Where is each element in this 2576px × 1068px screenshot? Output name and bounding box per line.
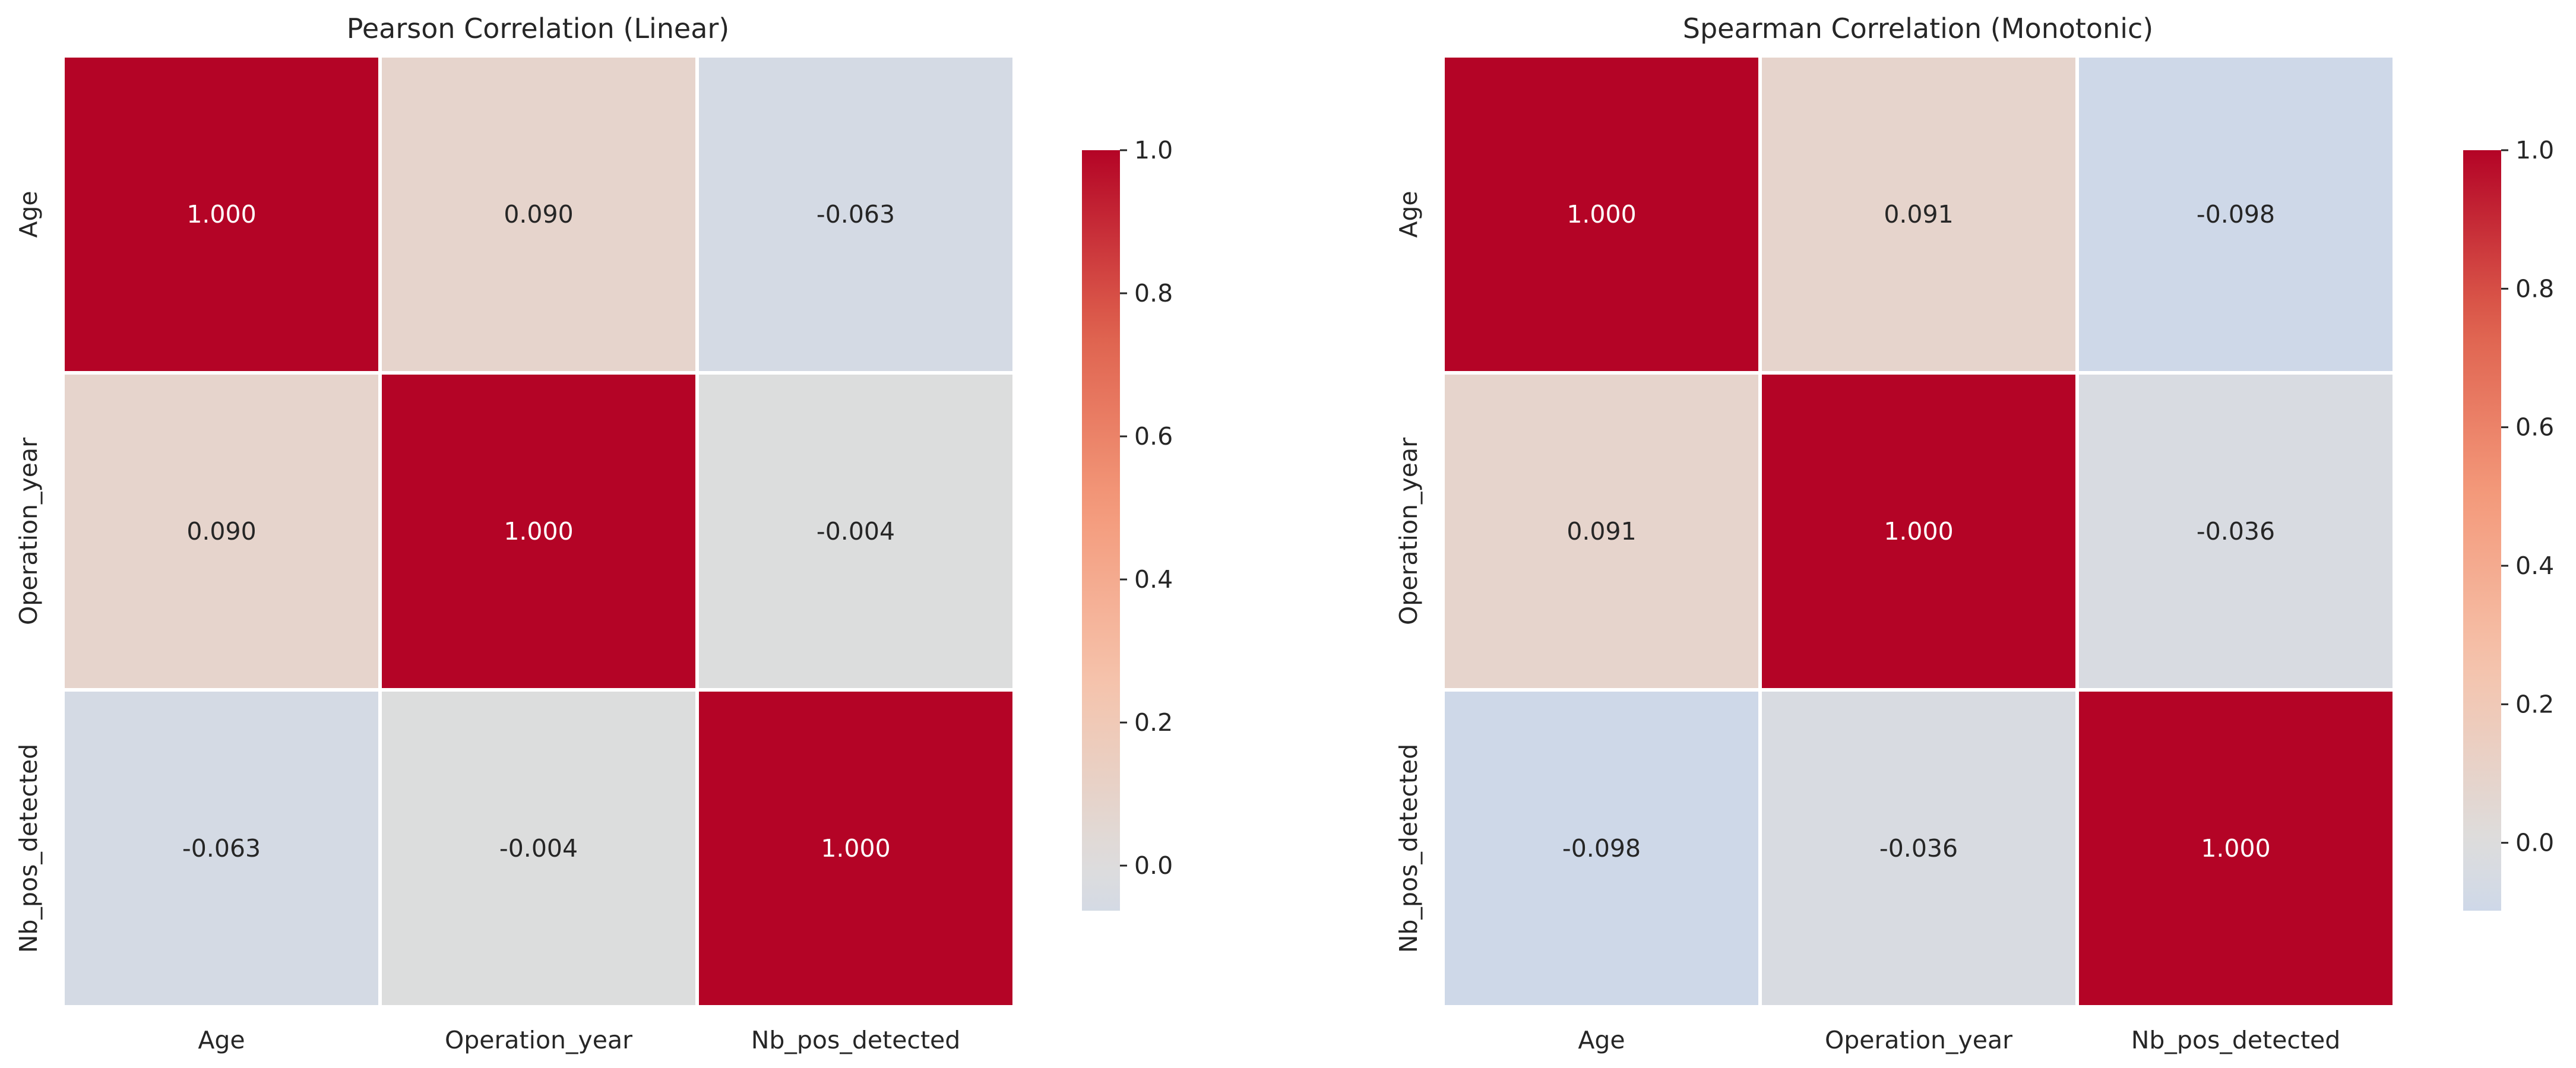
pearson-colorbar: 0.0 0.2 0.4 0.6 0.8 1.0 <box>1082 136 1173 911</box>
spearman-colorbar-gradient <box>2463 150 2501 911</box>
pearson-colorbar-tick-label: 0.2 <box>1134 708 1173 737</box>
spearman-x-tick-labels: Age Operation_year Nb_pos_detected <box>1578 1026 2340 1054</box>
pearson-colorbar-tick-label: 1.0 <box>1134 136 1173 164</box>
spearman-cell-r2-c2 <box>2075 688 2396 1009</box>
pearson-cell-r1-c1 <box>378 371 699 692</box>
spearman-cell-label-r2-c0: -0.098 <box>1562 834 1641 863</box>
spearman-y-tick-label: Nb_pos_detected <box>1394 744 1423 953</box>
pearson-cell-label-r0-c1: 0.090 <box>504 200 573 229</box>
spearman-colorbar: 0.0 0.2 0.4 0.6 0.8 1.0 <box>2463 136 2554 911</box>
spearman-y-tick-label: Operation_year <box>1394 438 1423 625</box>
spearman-colorbar-tick-label: 1.0 <box>2515 136 2554 164</box>
spearman-cell-r2-c1 <box>1758 688 2079 1009</box>
pearson-cell-label-r2-c0: -0.063 <box>182 834 261 863</box>
pearson-y-tick-label: Age <box>14 191 43 237</box>
spearman-colorbar-tick-label: 0.4 <box>2515 552 2554 580</box>
pearson-cells: 1.000 0.090 -0.063 0.090 1.000 -0.004 -0.063 -0… <box>61 54 1016 1009</box>
pearson-cell-r2-c0 <box>61 688 382 1009</box>
spearman-cell-label-r0-c0: 1.000 <box>1567 200 1636 229</box>
pearson-x-tick-labels: Age Operation_year Nb_pos_detected <box>198 1026 960 1054</box>
pearson-colorbar-gradient <box>1082 150 1120 911</box>
pearson-cell-label-r2-c1: -0.004 <box>499 834 578 863</box>
spearman-colorbar-tick-label: 0.0 <box>2515 829 2554 857</box>
spearman-cell-r1-c1 <box>1758 371 2079 692</box>
spearman-cell-label-r2-c1: -0.036 <box>1879 834 1958 863</box>
pearson-cell-label-r1-c0: 0.090 <box>186 517 256 546</box>
pearson-cell-label-r0-c2: -0.063 <box>817 200 895 229</box>
pearson-cell-label-r1-c2: -0.004 <box>817 517 895 546</box>
spearman-colorbar-tick-label: 0.6 <box>2515 413 2554 442</box>
pearson-y-tick-label: Operation_year <box>14 438 43 625</box>
spearman-colorbar-tick-label: 0.8 <box>2515 274 2554 303</box>
spearman-cell-label-r1-c2: -0.036 <box>2197 517 2275 546</box>
pearson-colorbar-tick-label: 0.6 <box>1134 422 1173 451</box>
pearson-cell-r1-c0 <box>61 371 382 692</box>
pearson-y-tick-label: Nb_pos_detected <box>14 744 43 953</box>
spearman-y-tick-label: Age <box>1394 191 1423 237</box>
spearman-title: Spearman Correlation (Monotonic) <box>1683 12 2153 45</box>
pearson-x-tick-label: Operation_year <box>445 1026 632 1054</box>
pearson-cell-r2-c1 <box>378 688 699 1009</box>
spearman-cell-r1-c2 <box>2075 371 2396 692</box>
spearman-cell-label-r0-c1: 0.091 <box>1884 200 1953 229</box>
pearson-cell-r0-c0 <box>61 54 382 375</box>
pearson-cell-r0-c1 <box>378 54 699 375</box>
spearman-x-tick-label: Age <box>1578 1026 1625 1054</box>
pearson-cell-r0-c2 <box>695 54 1016 375</box>
spearman-cell-r1-c0 <box>1441 371 1762 692</box>
pearson-title: Pearson Correlation (Linear) <box>347 12 730 45</box>
spearman-colorbar-tick-label: 0.2 <box>2515 690 2554 718</box>
spearman-cell-r0-c2 <box>2075 54 2396 375</box>
pearson-cell-r1-c2 <box>695 371 1016 692</box>
pearson-cell-label-r1-c1: 1.000 <box>504 517 573 546</box>
spearman-cell-label-r1-c0: 0.091 <box>1567 517 1636 546</box>
spearman-cell-label-r1-c1: 1.000 <box>1884 517 1953 546</box>
spearman-x-tick-label: Operation_year <box>1825 1026 2012 1054</box>
pearson-colorbar-tick-label: 0.8 <box>1134 279 1173 308</box>
pearson-heatmap-panel: Pearson Correlation (Linear) 1.000 0.090 -… <box>14 12 1173 1054</box>
pearson-cell-r2-c2 <box>695 688 1016 1009</box>
pearson-x-tick-label: Age <box>198 1026 245 1054</box>
spearman-cells: 1.000 0.091 -0.098 0.091 1.000 -0.036 -0.098 -0… <box>1441 54 2396 1009</box>
spearman-cell-label-r0-c2: -0.098 <box>2197 200 2275 229</box>
spearman-cell-r0-c0 <box>1441 54 1762 375</box>
pearson-colorbar-tick-label: 0.4 <box>1134 565 1173 594</box>
pearson-cell-label-r0-c0: 1.000 <box>186 200 256 229</box>
spearman-cell-r0-c1 <box>1758 54 2079 375</box>
pearson-cell-label-r2-c2: 1.000 <box>821 834 890 863</box>
spearman-heatmap-panel: Spearman Correlation (Monotonic) 1.000 0.… <box>1394 12 2554 1054</box>
spearman-cell-label-r2-c2: 1.000 <box>2201 834 2270 863</box>
pearson-colorbar-tick-label: 0.0 <box>1134 851 1173 880</box>
pearson-x-tick-label: Nb_pos_detected <box>751 1026 961 1054</box>
spearman-x-tick-label: Nb_pos_detected <box>2131 1026 2341 1054</box>
pearson-y-tick-labels: Age Operation_year Nb_pos_detected <box>14 191 43 953</box>
spearman-y-tick-labels: Age Operation_year Nb_pos_detected <box>1394 191 1423 953</box>
